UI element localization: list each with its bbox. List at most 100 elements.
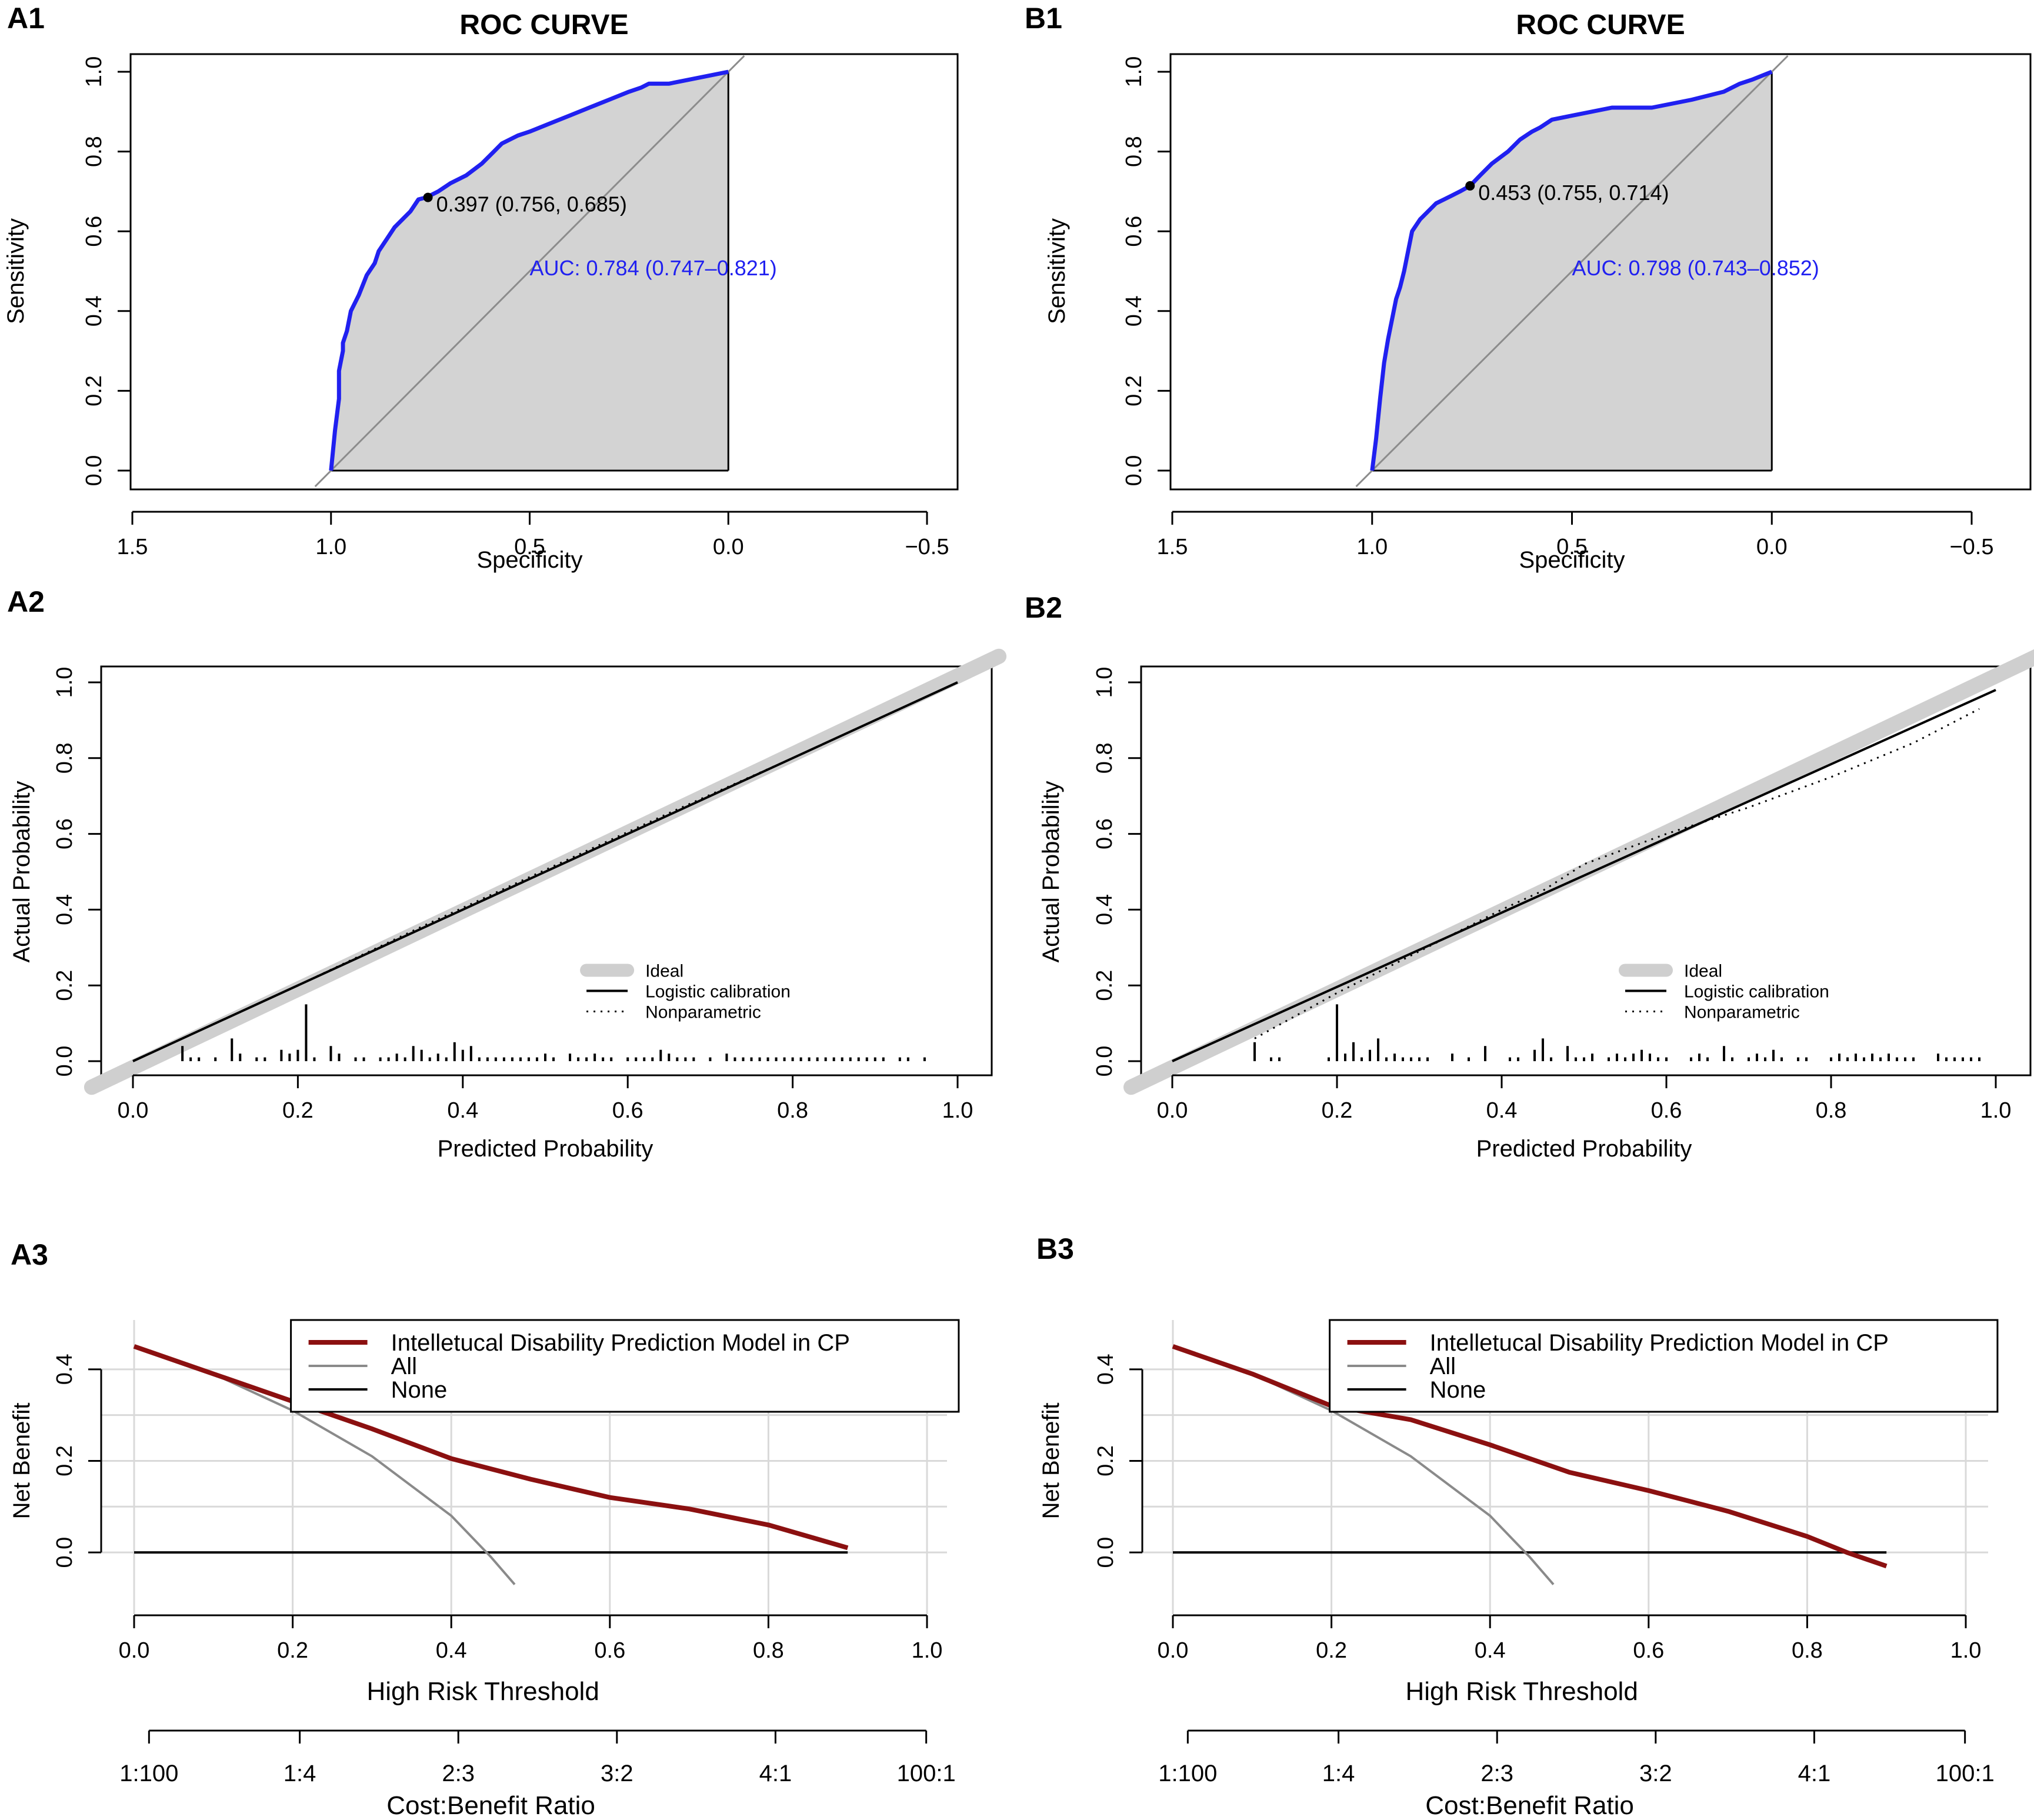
x-tick-label: 0.6: [1651, 1098, 1682, 1123]
x-tick-label: 0.6: [612, 1098, 643, 1123]
optimal-threshold-label: 0.397 (0.756, 0.685): [436, 192, 627, 216]
ratio-tick-label: 4:1: [1798, 1761, 1831, 1786]
legend-logistic-label: Logistic calibration: [645, 982, 791, 1001]
ratio-tick-label: 1:4: [1322, 1761, 1355, 1786]
legend-ideal-label: Ideal: [1684, 961, 1722, 981]
legend-box: [290, 1319, 960, 1413]
legend-none-label: None: [1430, 1377, 1486, 1403]
y-tick-label: 0.0: [52, 1046, 77, 1077]
panel-label-B2: B2: [1025, 591, 1062, 624]
panel-label-A1: A1: [7, 2, 45, 35]
y-axis-title: Actual Probability: [9, 781, 35, 962]
x-tick-label: 0.0: [1158, 1638, 1189, 1663]
legend-none-label: None: [391, 1377, 448, 1403]
legend-logistic-label: Logistic calibration: [1684, 982, 1829, 1001]
legend-model-label: Intelletucal Disability Prediction Model…: [1430, 1330, 1889, 1356]
x-tick-label: 0.2: [282, 1098, 314, 1123]
x-tick-label: 0.6: [1633, 1638, 1664, 1663]
model-net-benefit-line: [1172, 1344, 1888, 1569]
y-tick-label: 0.0: [1092, 1046, 1117, 1077]
y-tick-label: 0.8: [1122, 136, 1146, 167]
optimal-threshold-label: 0.453 (0.755, 0.714): [1478, 181, 1669, 205]
nonparametric-line: [1254, 708, 1980, 1039]
ratio-tick-label: 1:4: [284, 1761, 316, 1786]
x-tick-label: 1.0: [1980, 1098, 2012, 1123]
y-tick-label: 1.0: [1092, 667, 1117, 698]
panel-label-A2: A2: [7, 585, 45, 618]
x-tick-label: 0.4: [436, 1638, 467, 1663]
x-tick-label: 0.0: [1157, 1098, 1188, 1123]
diagonal-reference-line: [1355, 55, 1789, 488]
x-axis-title: High Risk Threshold: [1405, 1677, 1638, 1706]
model-net-benefit-line: [133, 1344, 849, 1551]
x-tick-label: 1.5: [117, 535, 148, 559]
x-tick-label: 1.0: [912, 1638, 943, 1663]
y-tick-label: 0.8: [52, 742, 77, 774]
roc-curve: [329, 69, 729, 471]
x-tick-label: 0.2: [1316, 1638, 1347, 1663]
x-tick-label: 0.8: [1816, 1098, 1847, 1123]
chart-title: ROC CURVE: [459, 9, 628, 41]
legend-nonparametric-label: Nonparametric: [1684, 1002, 1800, 1022]
ratio-axis-title: Cost:Benefit Ratio: [386, 1791, 595, 1820]
legend-nonparametric-label: Nonparametric: [645, 1002, 761, 1022]
y-tick-label: 0.0: [52, 1537, 77, 1568]
x-tick-label: 1.5: [1157, 535, 1188, 559]
ratio-tick-label: 1:100: [119, 1761, 178, 1786]
x-axis-title: Predicted Probability: [1476, 1136, 1692, 1162]
x-tick-label: 0.4: [1475, 1638, 1506, 1663]
legend-all-label: All: [1430, 1354, 1456, 1379]
y-tick-label: 0.0: [82, 455, 106, 486]
x-axis-title: Predicted Probability: [438, 1136, 653, 1162]
x-tick-label: 0.5: [1556, 535, 1588, 559]
x-tick-label: 0.8: [777, 1098, 808, 1123]
ratio-tick-label: 2:3: [442, 1761, 475, 1786]
roc-curve: [1370, 69, 1773, 471]
auc-label: AUC: 0.798 (0.743–0.852): [1572, 256, 1819, 280]
y-tick-label: 1.0: [1122, 56, 1146, 88]
y-tick-label: 0.4: [1093, 1354, 1118, 1385]
y-axis-title: Net Benefit: [1038, 1403, 1064, 1519]
logistic-calibration-line: [1172, 689, 1996, 1062]
y-axis-title: Sensitivity: [1044, 218, 1070, 324]
x-tick-label: −0.5: [905, 535, 949, 559]
y-tick-label: 0.6: [1122, 216, 1146, 247]
auc-label: AUC: 0.784 (0.747–0.821): [530, 256, 777, 280]
panel-label-B3: B3: [1036, 1232, 1074, 1265]
y-tick-label: 1.0: [52, 667, 77, 698]
y-tick-label: 0.6: [52, 818, 77, 849]
chart-title: ROC CURVE: [1516, 9, 1685, 41]
x-tick-label: 0.0: [118, 1098, 149, 1123]
y-axis-title: Actual Probability: [1038, 781, 1064, 962]
x-tick-label: 1.0: [1950, 1638, 1982, 1663]
x-tick-label: 0.4: [447, 1098, 478, 1123]
y-tick-label: 1.0: [82, 56, 106, 88]
x-tick-label: 0.4: [1486, 1098, 1518, 1123]
ratio-tick-label: 3:2: [601, 1761, 633, 1786]
y-tick-label: 0.8: [82, 136, 106, 167]
x-tick-label: 0.0: [1756, 535, 1788, 559]
x-tick-label: −0.5: [1949, 535, 1993, 559]
x-tick-label: 1.0: [1356, 535, 1388, 559]
y-tick-label: 0.0: [1122, 455, 1146, 486]
y-tick-label: 0.8: [1092, 742, 1117, 774]
y-tick-label: 0.6: [1092, 818, 1117, 849]
y-tick-label: 0.6: [82, 216, 106, 247]
y-tick-label: 0.2: [1092, 970, 1117, 1001]
y-tick-label: 0.4: [52, 1354, 77, 1385]
x-axis-title: High Risk Threshold: [366, 1677, 599, 1706]
y-tick-label: 0.2: [1122, 375, 1146, 406]
legend-all-label: All: [391, 1354, 417, 1379]
optimal-threshold-point: [423, 192, 433, 202]
optimal-threshold-point: [1465, 181, 1475, 191]
ratio-tick-label: 1:100: [1158, 1761, 1217, 1786]
ratio-tick-label: 3:2: [1639, 1761, 1672, 1786]
x-tick-label: 0.2: [1322, 1098, 1353, 1123]
y-axis-title: Net Benefit: [9, 1403, 35, 1519]
y-tick-label: 0.4: [1122, 295, 1146, 326]
y-tick-label: 0.2: [52, 1445, 77, 1476]
ratio-axis-title: Cost:Benefit Ratio: [1425, 1791, 1634, 1820]
x-tick-label: 0.6: [594, 1638, 625, 1663]
legend-model-label: Intelletucal Disability Prediction Model…: [391, 1330, 850, 1356]
